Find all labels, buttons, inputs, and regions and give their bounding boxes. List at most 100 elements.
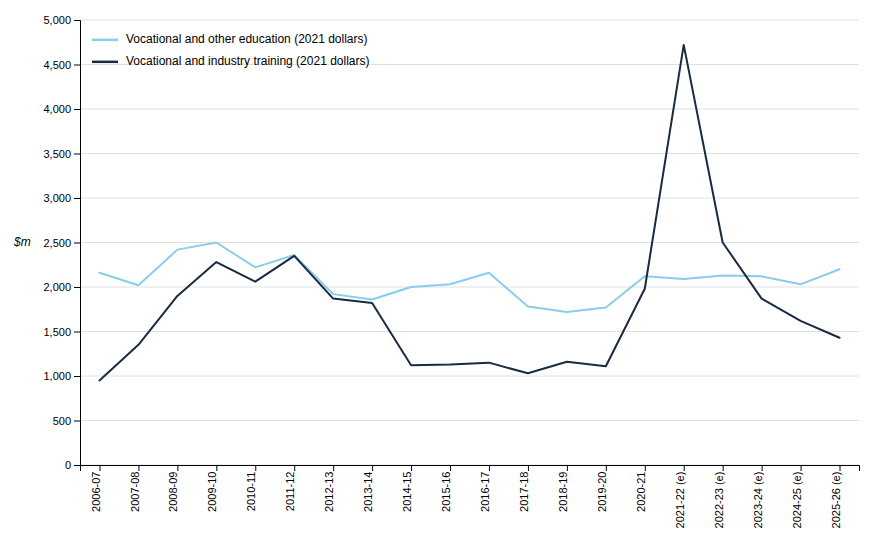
y-tick: 5,000 (43, 14, 80, 26)
grid-line (80, 287, 859, 288)
x-tick: 2012-13 (323, 465, 335, 512)
y-tick: 4,000 (43, 103, 80, 115)
x-tick-mark (528, 465, 529, 471)
x-tick-mark (216, 465, 217, 471)
x-tick-label: 2024-25 (e) (791, 472, 803, 529)
y-tick-label: 1,500 (43, 326, 71, 338)
series-group (99, 45, 839, 381)
x-tick-mark (333, 465, 334, 471)
y-axis-line (74, 21, 81, 466)
y-tick: 3,000 (43, 192, 80, 204)
y-tick-label: 3,500 (43, 148, 71, 160)
y-tick-mark (74, 465, 80, 466)
x-axis-line (81, 466, 860, 472)
x-tick-mark (411, 465, 412, 471)
y-tick-label: 2,500 (43, 237, 71, 249)
x-tick-mark (762, 465, 763, 471)
y-tick-mark (74, 376, 80, 377)
x-tick-mark (255, 465, 256, 471)
x-tick: 2013-14 (362, 465, 374, 512)
series-line (99, 45, 839, 381)
x-tick-label: 2010-11 (245, 472, 257, 512)
grid-line (80, 331, 859, 332)
x-tick-label: 2014-15 (401, 472, 413, 512)
x-tick: 2010-11 (245, 465, 257, 511)
x-tick: 2007-08 (129, 465, 141, 512)
y-tick: 2,000 (43, 281, 80, 293)
x-tick-label: 2007-08 (129, 472, 141, 512)
y-tick-label: 2,000 (43, 281, 71, 293)
y-tick-label: 3,000 (43, 192, 71, 204)
x-tick: 2006-07 (90, 465, 102, 512)
x-tick-label: 2018-19 (557, 472, 569, 512)
plot: 0 500 1,000 1,500 2,000 2,500 3,000 3,500 4,000 4… (43, 14, 859, 528)
x-tick-label: 2006-07 (90, 472, 102, 512)
y-tick: 0 (65, 459, 80, 471)
x-tick: 2024-25 (e) (791, 465, 803, 528)
y-tick-mark (74, 20, 80, 21)
grid-line (80, 109, 859, 110)
x-tick-mark (450, 465, 451, 471)
x-tick-mark (840, 465, 841, 471)
y-tick-mark (74, 287, 80, 288)
chart: 0 500 1,000 1,500 2,000 2,500 3,000 3,500 4,000 4… (0, 0, 884, 550)
legend-swatch (92, 61, 118, 64)
y-tick-mark (74, 154, 80, 155)
x-tick: 2022-23 (e) (713, 465, 725, 528)
x-tick: 2014-15 (401, 465, 413, 512)
x-tick: 2016-17 (479, 465, 491, 512)
y-tick-mark (74, 421, 80, 422)
y-tick: 1,500 (43, 326, 80, 338)
grid (80, 20, 859, 465)
y-axis: 0 500 1,000 1,500 2,000 2,500 3,000 3,500 4,000 4… (43, 14, 80, 471)
x-tick-label: 2011-12 (284, 472, 296, 512)
x-tick: 2009-10 (206, 465, 218, 512)
x-tick-mark (99, 465, 100, 471)
x-tick: 2023-24 (e) (752, 465, 764, 528)
x-tick-label: 2017-18 (518, 472, 530, 512)
x-tick: 2018-19 (557, 465, 569, 512)
x-tick-label: 2020-21 (635, 472, 647, 512)
x-tick: 2017-18 (518, 465, 530, 512)
y-tick-mark (74, 243, 80, 244)
y-tick-mark (74, 65, 80, 66)
y-tick: 2,500 (43, 237, 80, 249)
x-tick: 2025-26 (e) (830, 465, 842, 528)
x-tick-mark (372, 465, 373, 471)
x-tick-label: 2016-17 (479, 472, 491, 512)
x-tick-mark (723, 465, 724, 471)
y-tick-label: 1,000 (43, 370, 71, 382)
x-tick-label: 2013-14 (362, 472, 374, 512)
y-tick-mark (74, 109, 80, 110)
y-tick: 4,500 (43, 59, 80, 71)
y-tick: 1,000 (43, 370, 80, 382)
x-tick-mark (684, 465, 685, 471)
y-tick-label: 4,500 (43, 59, 71, 71)
x-tick-label: 2022-23 (e) (713, 472, 725, 529)
grid-line (80, 198, 859, 199)
x-tick-label: 2025-26 (e) (830, 472, 842, 529)
x-tick-label: 2021-22 (e) (674, 472, 686, 529)
y-tick-label: 5,000 (43, 14, 71, 26)
x-tick-label: 2012-13 (323, 472, 335, 512)
x-tick-mark (177, 465, 178, 471)
grid-line (80, 20, 859, 21)
legend-label: Vocational and other education (2021 dol… (126, 32, 368, 46)
x-axis: 2006-07 2007-08 2008-09 2009-10 2010-11 2011-… (81, 465, 860, 528)
legend-item: Vocational and industry training (2021 d… (92, 54, 369, 68)
x-tick: 2011-12 (284, 465, 296, 511)
x-tick-mark (294, 465, 295, 471)
y-tick: 3,500 (43, 148, 80, 160)
y-tick-label: 0 (65, 459, 71, 471)
y-axis-title: $m (13, 235, 31, 249)
y-tick-mark (74, 198, 80, 199)
y-tick: 500 (53, 415, 80, 427)
grid-line (80, 242, 859, 243)
x-tick: 2020-21 (635, 465, 647, 512)
x-tick: 2008-09 (167, 465, 179, 512)
legend: Vocational and other education (2021 dol… (92, 32, 369, 68)
x-tick-mark (801, 465, 802, 471)
x-tick-label: 2009-10 (206, 472, 218, 512)
x-tick-mark (138, 465, 139, 471)
legend-swatch (92, 39, 118, 42)
